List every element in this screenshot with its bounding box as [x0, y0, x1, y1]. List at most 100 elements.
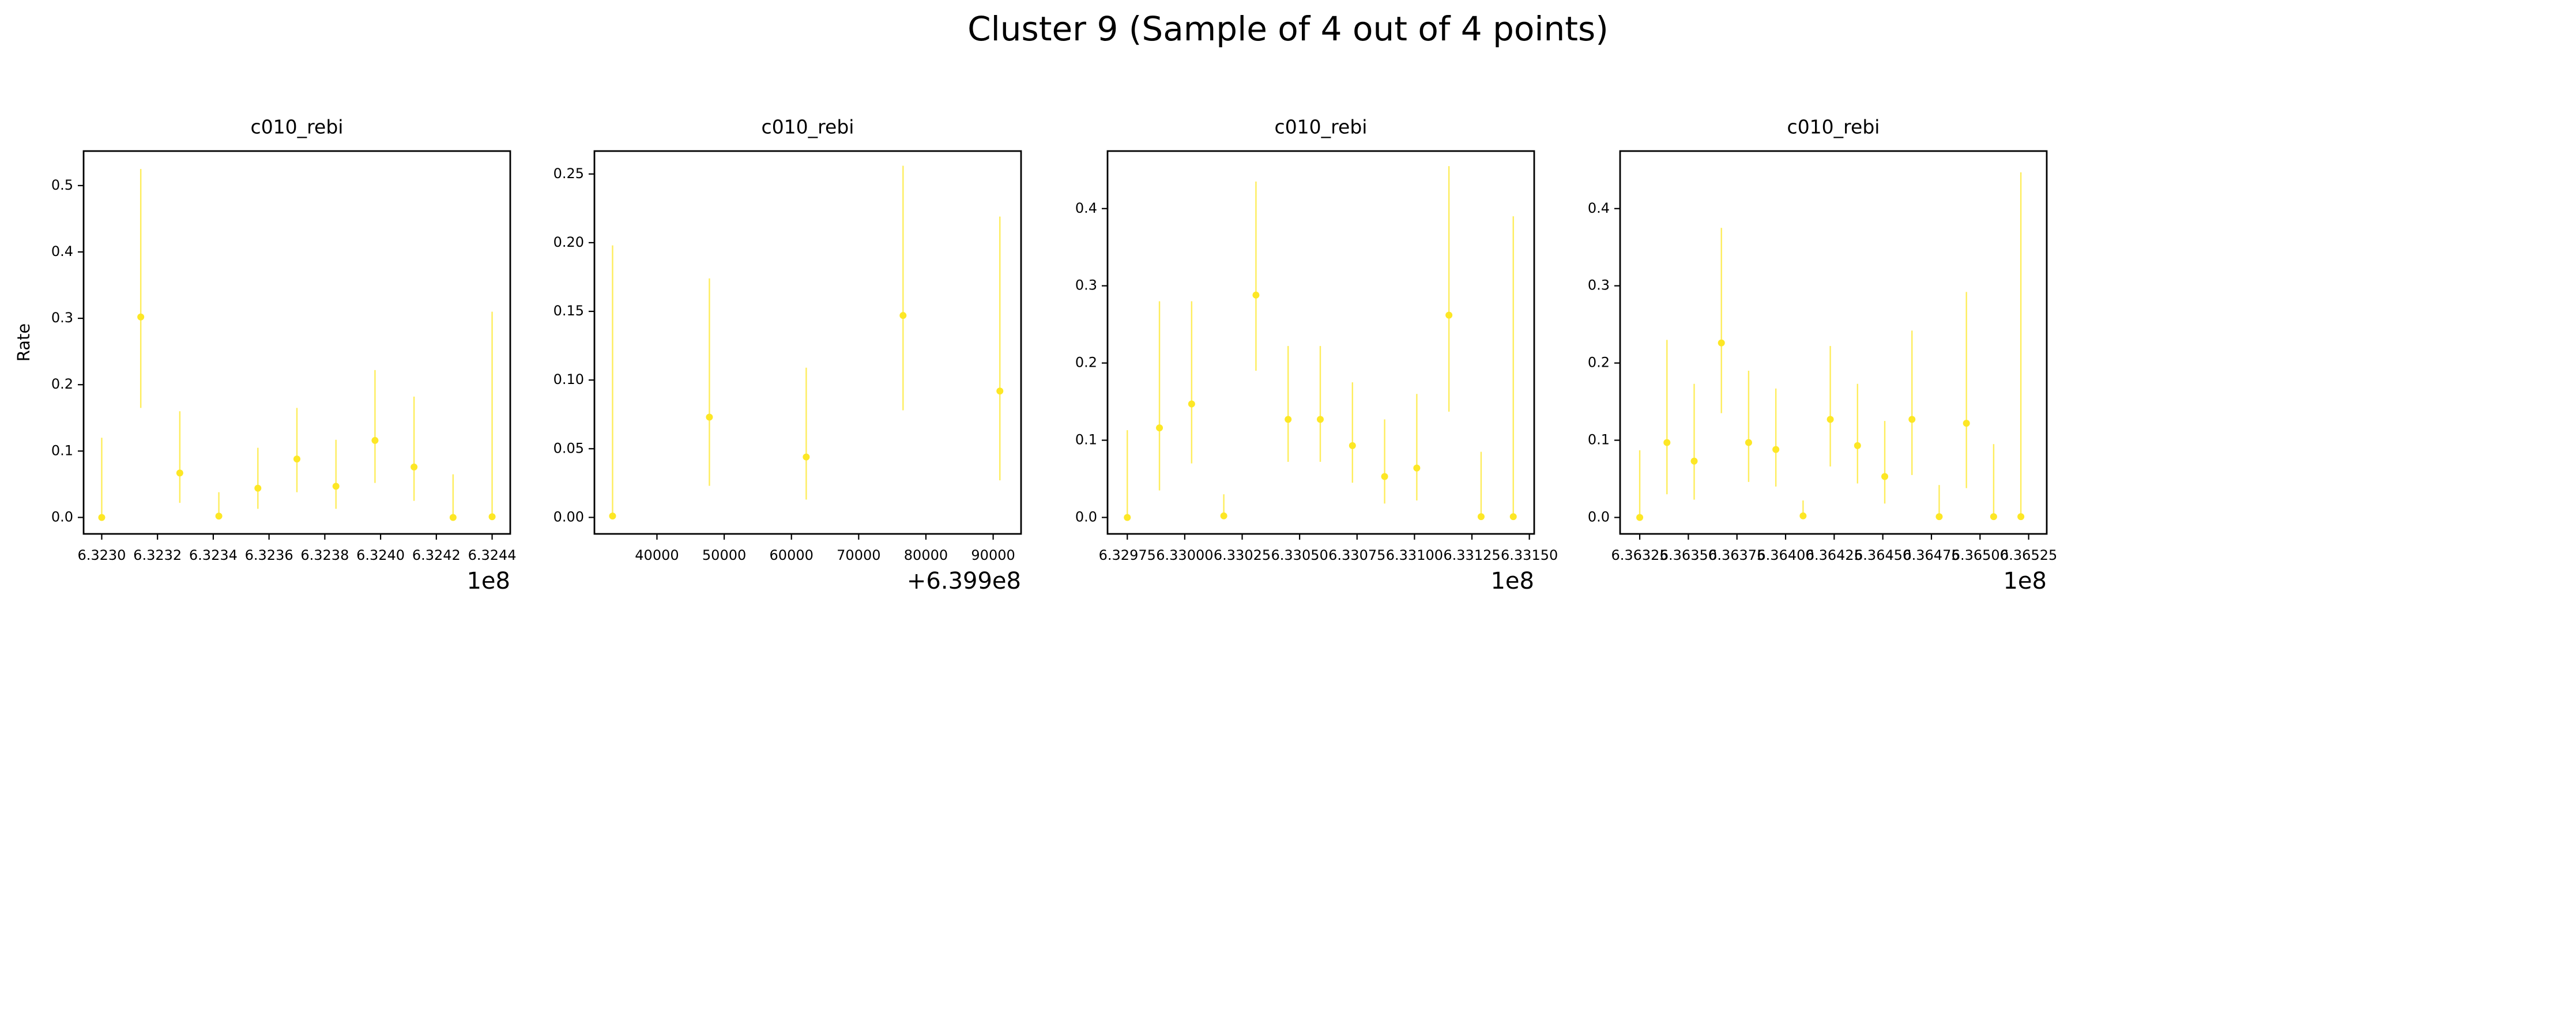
axes-frame [1619, 150, 2048, 535]
y-tick-label: 0.10 [553, 371, 584, 387]
x-tick-label: 6.3240 [356, 547, 405, 563]
axes-frame [1106, 150, 1535, 535]
point [1718, 339, 1725, 347]
x-tick-label: 6.36350 [1660, 547, 1717, 563]
x-tick-label: 6.3236 [245, 547, 293, 563]
point [1745, 439, 1752, 446]
x-tick-label: 6.36450 [1854, 547, 1911, 563]
x-tick-label: 80000 [904, 547, 948, 563]
x-tick-label: 6.36400 [1757, 547, 1814, 563]
y-tick-label: 0.2 [51, 376, 73, 392]
point [293, 455, 300, 463]
point [176, 469, 183, 477]
y-tick-label: 0.0 [1588, 509, 1610, 525]
point [1990, 513, 1997, 521]
point [1826, 416, 1834, 423]
x-tick-label: 50000 [702, 547, 746, 563]
x-offset-label: +6.399e8 [907, 568, 1021, 594]
point [1445, 311, 1453, 319]
x-tick-label: 6.3238 [300, 547, 349, 563]
x-tick-label: 6.36325 [1611, 547, 1668, 563]
y-axis-label: Rate [14, 323, 33, 362]
point [1124, 514, 1131, 521]
y-tick-label: 0.4 [1588, 200, 1610, 216]
y-tick-label: 0.0 [51, 509, 73, 525]
point [1772, 446, 1780, 453]
point [899, 312, 907, 319]
x-tick-label: 6.36475 [1903, 547, 1960, 563]
y-tick-label: 0.3 [1075, 277, 1097, 293]
point [1963, 420, 1970, 427]
point [1509, 513, 1517, 521]
y-tick-label: 0.1 [51, 442, 73, 458]
x-tick-label: 6.36375 [1708, 547, 1765, 563]
y-tick-label: 0.00 [553, 509, 584, 525]
x-offset-label: 1e8 [2003, 568, 2047, 594]
point [1854, 442, 1861, 449]
point [410, 463, 418, 470]
x-tick-label: 6.33075 [1328, 547, 1385, 563]
x-tick-label: 6.32975 [1099, 547, 1156, 563]
x-tick-label: 40000 [635, 547, 679, 563]
point [2017, 513, 2025, 521]
x-tick-label: 70000 [837, 547, 880, 563]
x-tick-label: 6.3230 [77, 547, 126, 563]
y-tick-label: 0.20 [553, 234, 584, 250]
subplot-title: c010_rebi [762, 116, 854, 138]
x-tick-label: 6.33025 [1214, 547, 1271, 563]
subplot-title: c010_rebi [1275, 116, 1368, 138]
point [996, 387, 1004, 395]
y-tick-label: 0.4 [51, 243, 73, 259]
point [1935, 513, 1943, 521]
x-tick-label: 6.33125 [1443, 547, 1500, 563]
y-tick-label: 0.5 [51, 177, 73, 193]
point [1188, 400, 1195, 408]
axes-frame [593, 150, 1022, 535]
point [137, 313, 145, 321]
point [1690, 457, 1698, 465]
point [449, 514, 457, 521]
x-tick-label: 6.3244 [468, 547, 517, 563]
point [1156, 424, 1163, 432]
subplot-title: c010_rebi [1787, 116, 1880, 138]
point [1477, 513, 1485, 521]
point [1285, 416, 1292, 423]
y-tick-label: 0.0 [1075, 509, 1097, 525]
x-offset-label: 1e8 [466, 568, 510, 594]
point [371, 436, 379, 444]
x-offset-label: 1e8 [1490, 568, 1534, 594]
point [1636, 514, 1644, 521]
y-tick-label: 0.3 [1588, 277, 1610, 293]
point [488, 513, 496, 521]
point [1252, 291, 1260, 299]
y-tick-label: 0.1 [1588, 432, 1610, 448]
point [1317, 416, 1324, 423]
point [1349, 442, 1356, 449]
point [215, 513, 223, 520]
x-tick-label: 6.3232 [133, 547, 182, 563]
x-tick-label: 6.3234 [189, 547, 238, 563]
point [1381, 473, 1388, 480]
x-tick-label: 6.36425 [1806, 547, 1863, 563]
point [332, 483, 340, 490]
point [1881, 473, 1889, 480]
x-tick-label: 6.33150 [1501, 547, 1558, 563]
x-tick-label: 6.3242 [412, 547, 461, 563]
point [1799, 512, 1807, 519]
point [1413, 464, 1421, 472]
point [609, 513, 616, 520]
figure-title: Cluster 9 (Sample of 4 out of 4 points) [967, 9, 1609, 48]
x-tick-label: 6.36500 [1952, 547, 2009, 563]
y-tick-label: 0.25 [553, 165, 584, 182]
x-tick-label: 6.36525 [2000, 547, 2057, 563]
point [706, 413, 713, 421]
y-tick-label: 0.15 [553, 303, 584, 319]
x-tick-label: 60000 [770, 547, 814, 563]
point [254, 484, 262, 492]
point [98, 514, 106, 521]
y-tick-label: 0.3 [51, 310, 73, 326]
x-tick-label: 6.33000 [1156, 547, 1213, 563]
y-tick-label: 0.2 [1588, 355, 1610, 371]
x-tick-label: 6.33050 [1271, 547, 1328, 563]
